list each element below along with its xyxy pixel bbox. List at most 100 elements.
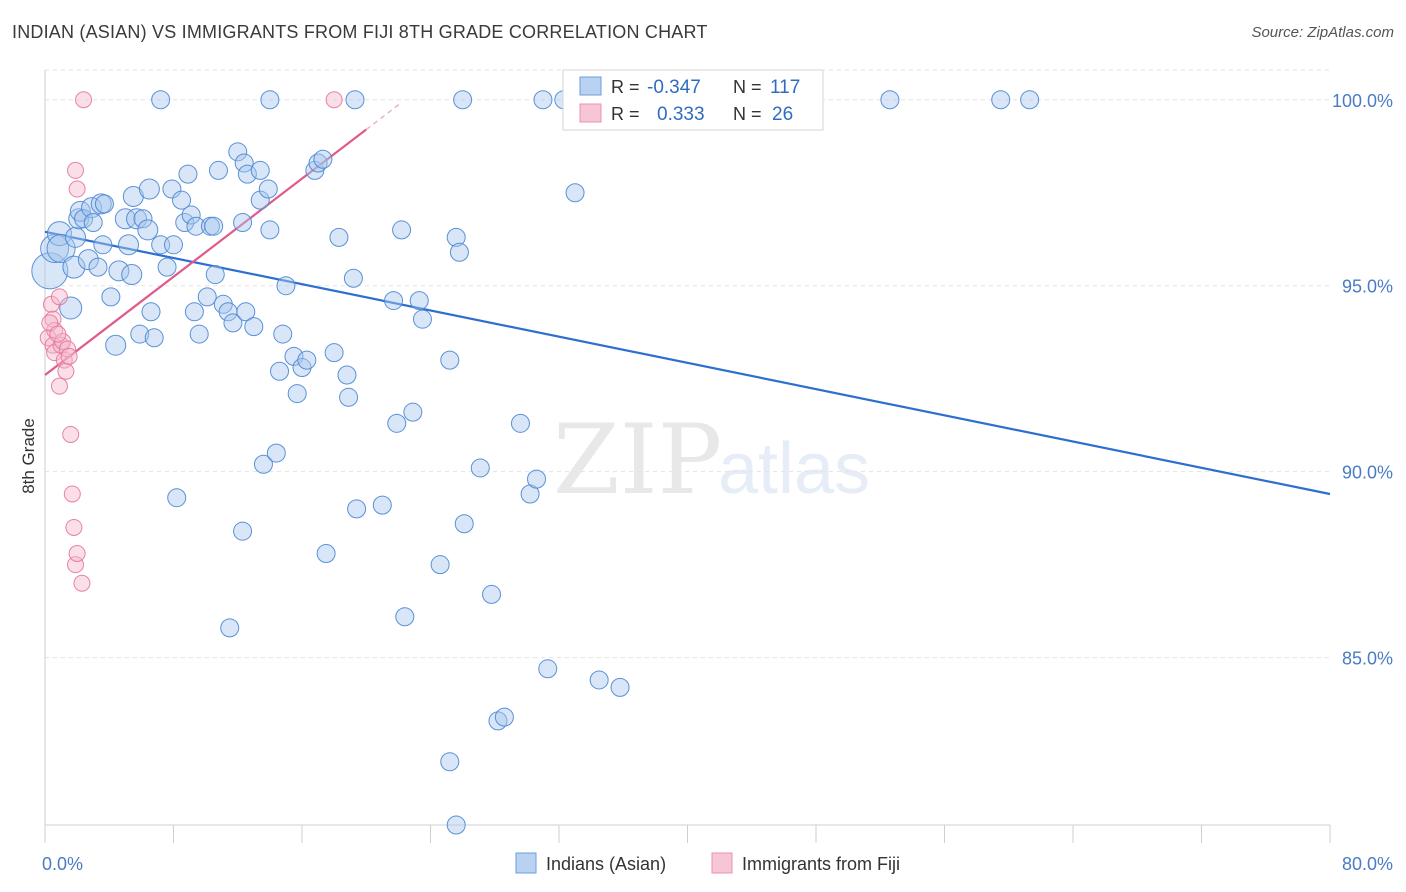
point-indians-24 [130,324,150,344]
point-indians-107 [533,90,553,110]
point-indians-92 [488,711,508,731]
point-indians-61 [273,324,293,344]
point-indians-63 [284,346,304,366]
point-fiji-13 [60,347,78,365]
point-fiji-22 [75,91,93,109]
point-indians-60 [270,361,290,381]
point-indians-93 [494,707,514,727]
point-indians-35 [178,164,198,184]
legend-n-label-1: N = [733,77,762,97]
point-fiji-20 [67,161,85,179]
point-indians-57 [258,179,278,199]
point-indians-37 [184,302,204,322]
point-indians-40 [197,287,217,307]
point-indians-79 [387,413,407,433]
point-fiji-7 [50,377,68,395]
legend-box [562,69,824,131]
point-indians-87 [446,227,466,247]
point-indians-15 [94,194,114,214]
y-tick-label-90: 90.0% [1342,463,1393,483]
legend-series1-swatch [515,852,537,874]
data-points [31,90,1040,835]
point-indians-55 [250,190,270,210]
point-indians-33 [172,190,192,210]
point-indians-26 [137,219,159,241]
legend-r-value-2: 0.333 [657,104,705,125]
point-indians-64 [287,384,307,404]
point-indians-113 [220,618,240,638]
point-indians-3 [46,234,76,264]
y-tick-label-85: 85.0% [1342,649,1393,669]
source-label: Source: ZipAtlas.com [1251,24,1394,41]
point-fiji-14 [62,425,80,443]
point-indians-89 [454,514,474,534]
x-tick-label-0: 0.0% [42,854,83,874]
point-indians-73 [337,365,357,385]
point-indians-115 [141,302,161,322]
point-indians-14 [90,193,112,215]
point-indians-32 [164,235,183,255]
point-indians-88 [449,242,469,262]
point-fiji-15 [63,485,81,503]
point-indians-109 [880,90,900,110]
correlation-legend: R = -0.347 N = 117 R = 0.333 N = 26 [562,69,824,131]
point-indians-85 [430,555,450,575]
legend-n-label-2: N = [733,104,762,124]
point-indians-27 [138,178,160,200]
point-indians-91 [482,584,502,604]
trend-line-indians [44,230,1331,496]
point-indians-5 [62,255,86,279]
point-indians-44 [208,160,228,180]
point-indians-28 [144,328,164,348]
point-indians-54 [250,160,270,180]
point-indians-9 [74,209,94,229]
chart-title: INDIAN (ASIAN) VS IMMIGRANTS FROM FIJI 8… [12,22,708,42]
point-indians-112 [167,488,187,508]
point-indians-66 [297,350,317,370]
point-indians-75 [343,268,363,288]
point-indians-53 [244,317,264,337]
point-indians-47 [223,313,243,333]
point-fiji-19 [73,574,91,592]
point-fiji-16 [65,518,83,536]
point-indians-81 [395,607,415,627]
point-fiji-6 [50,288,68,306]
point-indians-106 [453,90,473,110]
watermark: ZIP atlas [553,404,870,516]
point-indians-23 [126,208,148,230]
axes [44,70,1331,843]
point-indians-59 [266,443,286,463]
point-indians-70 [316,543,336,563]
point-indians-50 [234,153,254,173]
point-indians-98 [565,183,585,203]
point-indians-114 [233,521,253,541]
point-indians-102 [440,752,460,772]
point-fiji-23 [325,91,343,109]
series-legend: Indians (Asian) Immigrants from Fiji [515,852,900,874]
point-indians-100 [610,677,630,697]
y-tick-label-95: 95.0% [1342,277,1393,297]
point-indians-56 [253,454,273,474]
point-indians-86 [440,350,460,370]
point-indians-69 [313,149,333,169]
x-tick-label-80: 80.0% [1342,854,1393,874]
point-indians-20 [118,234,140,256]
point-indians-105 [345,90,365,110]
y-axis-label: 8th Grade [19,418,38,494]
point-indians-13 [88,257,108,277]
legend-series1-label: Indians (Asian) [546,854,666,874]
point-indians-77 [372,495,392,515]
trend-line-fiji-extension [365,101,403,131]
point-indians-43 [205,265,225,285]
point-indians-101 [446,815,466,835]
point-indians-62 [276,276,296,296]
point-indians-84 [412,309,432,329]
point-indians-58 [260,220,280,240]
point-indians-18 [108,260,130,282]
point-indians-111 [1020,90,1040,110]
point-indians-48 [228,142,248,162]
point-indians-78 [384,291,404,311]
point-indians-51 [237,164,257,184]
point-indians-90 [470,458,490,478]
